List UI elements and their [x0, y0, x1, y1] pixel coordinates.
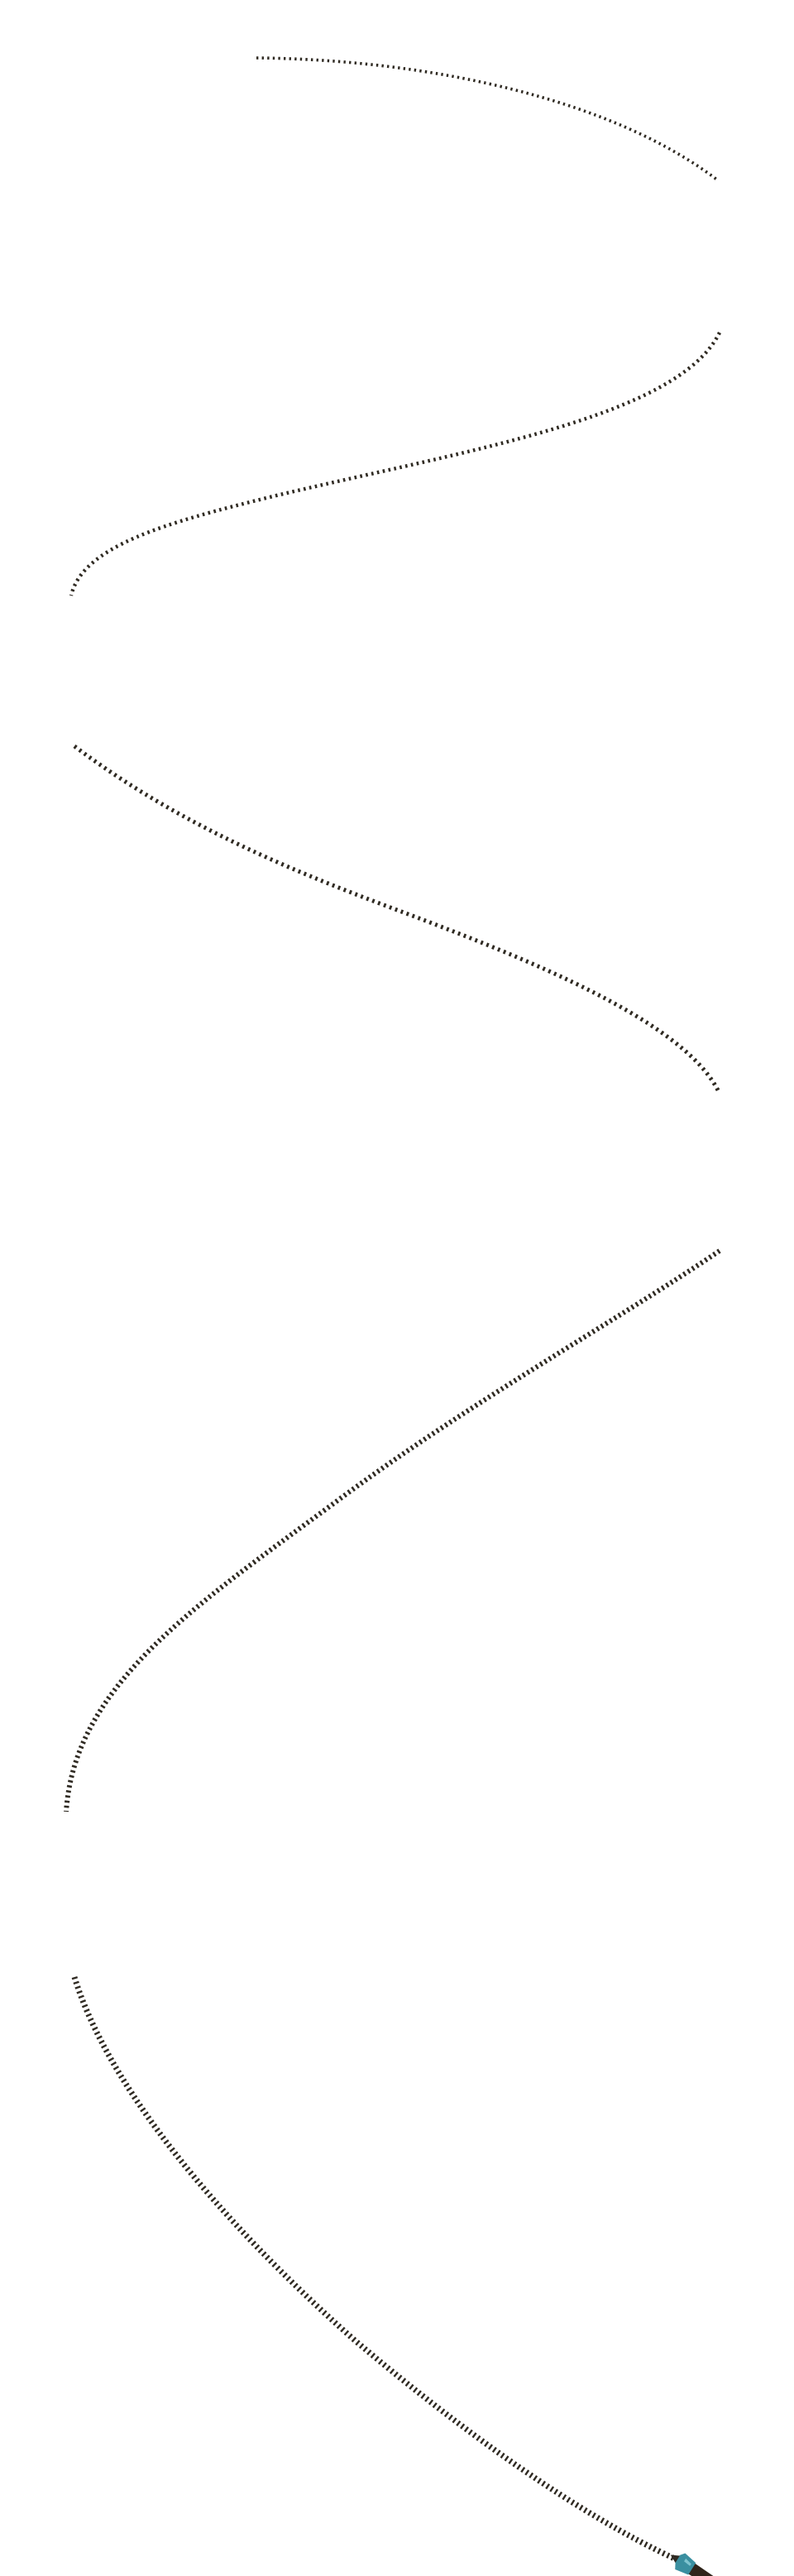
trail-segment-2 — [69, 332, 721, 596]
trail-segment-3 — [73, 745, 722, 1095]
brush-ferrule-highlight — [684, 2558, 691, 2566]
trail-segment-4 — [64, 1248, 721, 1812]
trail-segment-5 — [71, 1975, 678, 2563]
paintbrush-tip-icon — [670, 2553, 725, 2576]
trail-segments — [64, 56, 722, 2563]
brush-bristles — [670, 2554, 680, 2564]
brush-ferrule — [675, 2553, 696, 2575]
trail-segment-1 — [256, 56, 720, 182]
brush-handle — [686, 2562, 725, 2576]
